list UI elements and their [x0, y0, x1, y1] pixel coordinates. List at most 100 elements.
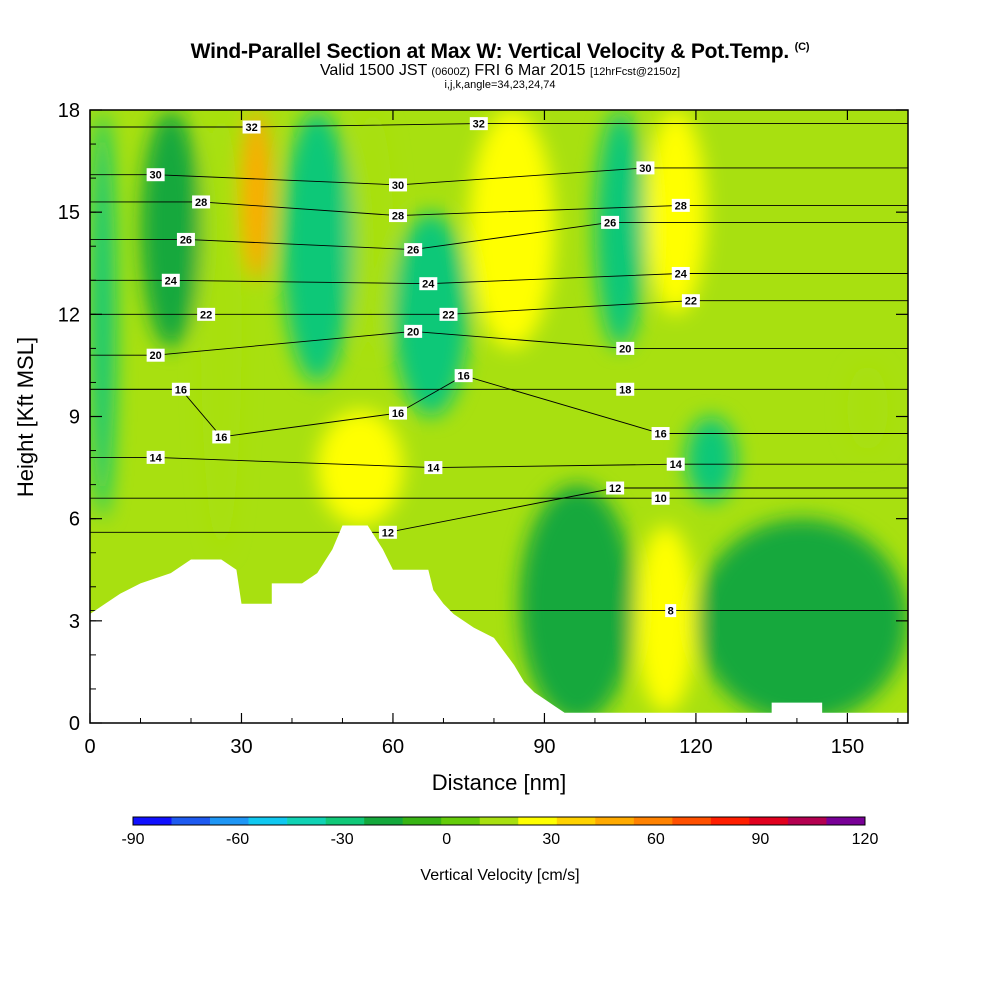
chart-subtitle: Valid 1500 JST (0600Z) FRI 6 Mar 2015 [1…: [0, 63, 1000, 80]
isentrope-label-text: 24: [165, 275, 178, 287]
colorbar-tick-label: 60: [647, 831, 665, 848]
colorbar-tick-label: -60: [226, 831, 249, 848]
y-tick-label: 12: [58, 304, 80, 326]
isentrope-label-text: 20: [619, 343, 631, 355]
colorbar-swatch: [325, 817, 365, 825]
isentrope-label-bg: [469, 117, 488, 131]
isentrope-label: 26: [404, 243, 423, 257]
y-tick-label: 18: [58, 100, 80, 122]
velocity-region: [317, 409, 404, 526]
isentrope-label-text: 16: [392, 408, 404, 420]
isentrope-label-text: 12: [609, 483, 621, 495]
colorbar-tick-label: 30: [542, 831, 560, 848]
isentrope-label-bg: [671, 266, 690, 280]
chart-title-block: Wind-Parallel Section at Max W: Vertical…: [0, 34, 1000, 91]
velocity-region: [201, 110, 242, 553]
x-tick-label: 0: [84, 736, 95, 758]
y-tick-label: 9: [69, 407, 80, 429]
colorbar-swatch: [171, 817, 211, 825]
velocity-region: [645, 110, 707, 315]
chart-params: i,j,k,angle=34,23,24,74: [444, 79, 556, 91]
isentrope-label-text: 26: [604, 217, 616, 229]
isentrope-label-bg: [146, 450, 165, 464]
colorbar-swatch: [402, 817, 442, 825]
isentrope-label-bg: [404, 243, 423, 257]
isentrope-label-bg: [389, 209, 408, 223]
colorbar-swatch: [595, 817, 635, 825]
isentrope-label-bg: [439, 307, 458, 321]
y-tick-label: 3: [69, 611, 80, 633]
y-tick-label: 6: [69, 509, 80, 531]
isentrope-label-bg: [665, 604, 677, 618]
velocity-region: [635, 525, 696, 713]
isentrope-label: 20: [616, 341, 635, 355]
colorbar-swatch: [787, 817, 827, 825]
x-tick-label: 150: [831, 736, 864, 758]
isentrope-label-text: 22: [200, 309, 212, 321]
isentrope-label: 26: [176, 232, 195, 246]
plot-area: [90, 110, 908, 723]
isentrope-label-text: 12: [382, 527, 394, 539]
isentrope-label: 8: [665, 604, 677, 618]
isentrope-label-text: 26: [407, 245, 419, 257]
isentrope-label-bg: [389, 178, 408, 192]
colorbar-tick-label: 0: [442, 831, 451, 848]
colorbar-tick-label: 120: [852, 831, 879, 848]
isentrope-label-bg: [192, 195, 211, 209]
isentrope-label: 10: [651, 491, 670, 505]
isentrope-label-bg: [419, 277, 438, 291]
isentrope-label-text: 10: [654, 493, 666, 505]
subtitle-utc: (0600Z): [431, 66, 470, 78]
isentrope-label-bg: [212, 430, 231, 444]
chart-title-mark: (C): [794, 41, 810, 53]
isentrope-label: 22: [681, 294, 700, 308]
isentrope-label-text: 14: [427, 463, 440, 475]
isentrope-label-text: 32: [245, 122, 257, 134]
velocity-region: [695, 518, 908, 723]
terrain-mask: [90, 525, 908, 723]
isentrope-label-bg: [404, 324, 423, 338]
colorbar-swatch: [633, 817, 673, 825]
colorbar-tick-label: -90: [121, 831, 144, 848]
isentrope-label-text: 28: [675, 200, 687, 212]
x-tick-label: 30: [230, 736, 252, 758]
isentrope-label-bg: [671, 198, 690, 212]
colorbar-swatch: [710, 817, 750, 825]
isentrope-label-bg: [161, 273, 180, 287]
isentrope-label: 32: [242, 120, 261, 134]
isentrope-label-bg: [666, 457, 685, 471]
isentrope-label-bg: [651, 427, 670, 441]
isentrope-label: 24: [671, 266, 690, 280]
isentrope-label: 14: [666, 457, 685, 471]
isentrope-label: 28: [389, 209, 408, 223]
isentrope-label-bg: [606, 481, 625, 495]
isentrope-label-text: 30: [392, 180, 404, 192]
isentrope-label-bg: [681, 294, 700, 308]
y-tick-label: 0: [69, 713, 80, 735]
isentrope-label-bg: [197, 307, 216, 321]
isentrope-label: 32: [469, 117, 488, 131]
colorbar-swatch: [210, 817, 249, 825]
isentrope-label: 22: [439, 307, 458, 321]
isentrope-label-text: 22: [442, 309, 454, 321]
velocity-region: [468, 110, 555, 349]
isentrope-label-text: 24: [422, 279, 435, 291]
isentrope-label-text: 22: [685, 296, 697, 308]
isentrope-label-text: 28: [195, 197, 207, 209]
isentrope-label: 12: [378, 525, 397, 539]
isentrope-line: [90, 487, 908, 533]
isentrope-label-text: 18: [619, 384, 631, 396]
isentrope-label-bg: [636, 161, 655, 175]
y-tick-label: 15: [58, 202, 80, 224]
isentrope-label-bg: [601, 215, 620, 229]
isentrope-label-bg: [616, 382, 635, 396]
x-tick-label: 120: [679, 736, 712, 758]
isentrope-label-bg: [146, 168, 165, 182]
chart-title-text: Wind-Parallel Section at Max W: Vertical…: [190, 40, 790, 63]
isentrope-label: 16: [212, 430, 231, 444]
isentrope-label-bg: [389, 406, 408, 420]
isentrope-label: 20: [404, 324, 423, 338]
colorbar-swatch: [364, 817, 403, 825]
colorbar-frame: [132, 816, 866, 826]
